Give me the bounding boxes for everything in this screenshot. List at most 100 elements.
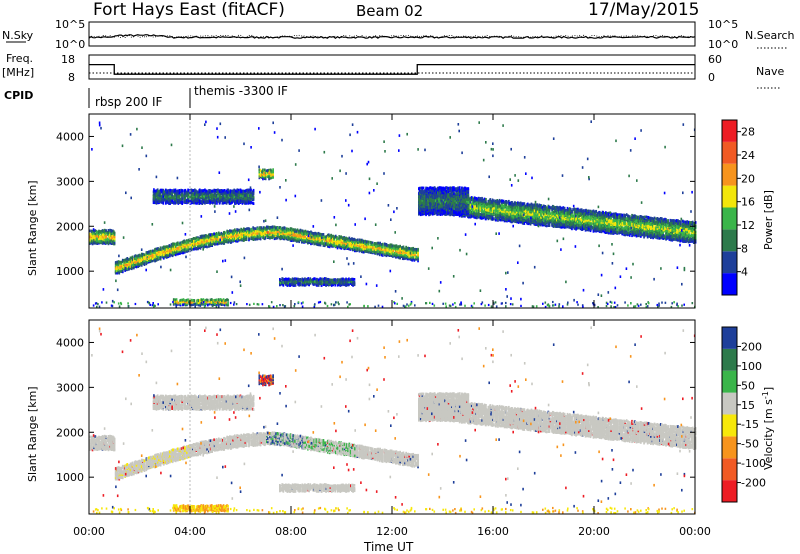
power-cell <box>260 230 263 234</box>
power-cell <box>171 254 174 258</box>
power-cell <box>98 229 100 233</box>
power-cell <box>345 237 348 240</box>
power-cell <box>177 247 179 250</box>
power-cell <box>183 197 186 201</box>
power-cell <box>155 252 158 256</box>
power-cell <box>162 256 165 260</box>
power-cell <box>291 237 293 240</box>
power-cell <box>321 241 324 245</box>
power-cell <box>169 198 171 201</box>
power-cell <box>200 189 203 193</box>
power-cell <box>356 248 359 251</box>
power-cell <box>211 240 213 243</box>
power-cell <box>135 254 138 258</box>
power-cell <box>247 227 249 230</box>
power-cell <box>392 252 395 255</box>
power-cell <box>326 244 329 248</box>
power-cell <box>269 236 271 240</box>
power-cell <box>339 242 342 246</box>
power-cell <box>367 242 370 245</box>
power-cell <box>359 240 362 244</box>
power-cell <box>120 265 123 269</box>
power-cell <box>165 199 167 203</box>
power-cell <box>179 250 182 254</box>
power-cell <box>366 247 368 251</box>
power-cell <box>169 188 171 192</box>
power-cell <box>252 231 255 235</box>
power-cell <box>372 246 374 250</box>
power-cell <box>236 237 239 241</box>
power-cell <box>197 236 199 240</box>
power-cell <box>326 233 329 237</box>
power-cell <box>170 249 173 253</box>
power-cell <box>372 247 374 251</box>
power-cell <box>340 243 343 246</box>
power-cell <box>399 254 401 258</box>
power-cell <box>381 247 383 251</box>
power-cell <box>332 236 334 240</box>
power-cell <box>366 243 368 247</box>
power-cell <box>183 195 186 199</box>
power-cell <box>209 242 211 246</box>
power-cell <box>412 253 415 257</box>
power-cell <box>307 230 309 234</box>
power-cell <box>318 232 321 236</box>
power-cell <box>91 240 94 244</box>
power-cell <box>248 230 251 234</box>
power-cell <box>244 238 247 241</box>
power-cell <box>354 241 356 245</box>
power-cell <box>182 303 185 306</box>
power-cell <box>310 230 312 234</box>
power-cell <box>298 233 301 237</box>
power-cell <box>310 242 312 246</box>
power-cell <box>393 244 396 248</box>
power-cell <box>102 232 105 236</box>
power-cell <box>192 189 194 192</box>
power-cell <box>155 189 158 193</box>
power-cell <box>164 245 167 249</box>
power-cell <box>321 239 324 243</box>
power-cell <box>221 299 223 303</box>
power-cell <box>392 246 395 250</box>
power-cell <box>264 226 267 230</box>
power-cell <box>211 193 214 197</box>
power-cell <box>336 237 339 241</box>
power-cell <box>294 238 296 242</box>
power-cell <box>112 233 114 237</box>
power-cell <box>338 241 341 244</box>
power-cell <box>367 249 370 253</box>
power-cell <box>203 243 206 247</box>
power-cell <box>241 229 244 233</box>
power-cell <box>100 230 103 233</box>
power-cell <box>414 251 417 255</box>
power-cell <box>327 245 330 248</box>
power-cell <box>252 233 255 237</box>
power-cell <box>318 240 321 244</box>
power-cell <box>158 250 160 254</box>
power-cell <box>194 196 196 199</box>
power-cell <box>311 231 313 235</box>
power-cell <box>204 198 206 202</box>
power-cell <box>151 259 154 263</box>
power-cell <box>210 233 213 236</box>
power-cell <box>208 233 210 237</box>
power-cell <box>212 242 215 245</box>
power-cell <box>166 194 168 198</box>
power-cell <box>284 236 286 239</box>
power-cell <box>251 229 253 233</box>
power-cell <box>381 242 384 246</box>
power-cell <box>381 249 383 253</box>
power-cell <box>306 237 308 241</box>
power-cell <box>381 247 384 251</box>
power-cell <box>154 254 156 258</box>
power-cell <box>232 229 234 233</box>
power-cell <box>131 265 134 268</box>
power-cell <box>352 238 354 241</box>
power-cell <box>140 262 143 265</box>
power-cell <box>387 248 390 252</box>
power-cell <box>142 255 144 259</box>
power-cell <box>217 194 219 198</box>
power-cell <box>200 245 203 249</box>
power-cell <box>294 235 296 239</box>
power-cell <box>414 255 417 259</box>
